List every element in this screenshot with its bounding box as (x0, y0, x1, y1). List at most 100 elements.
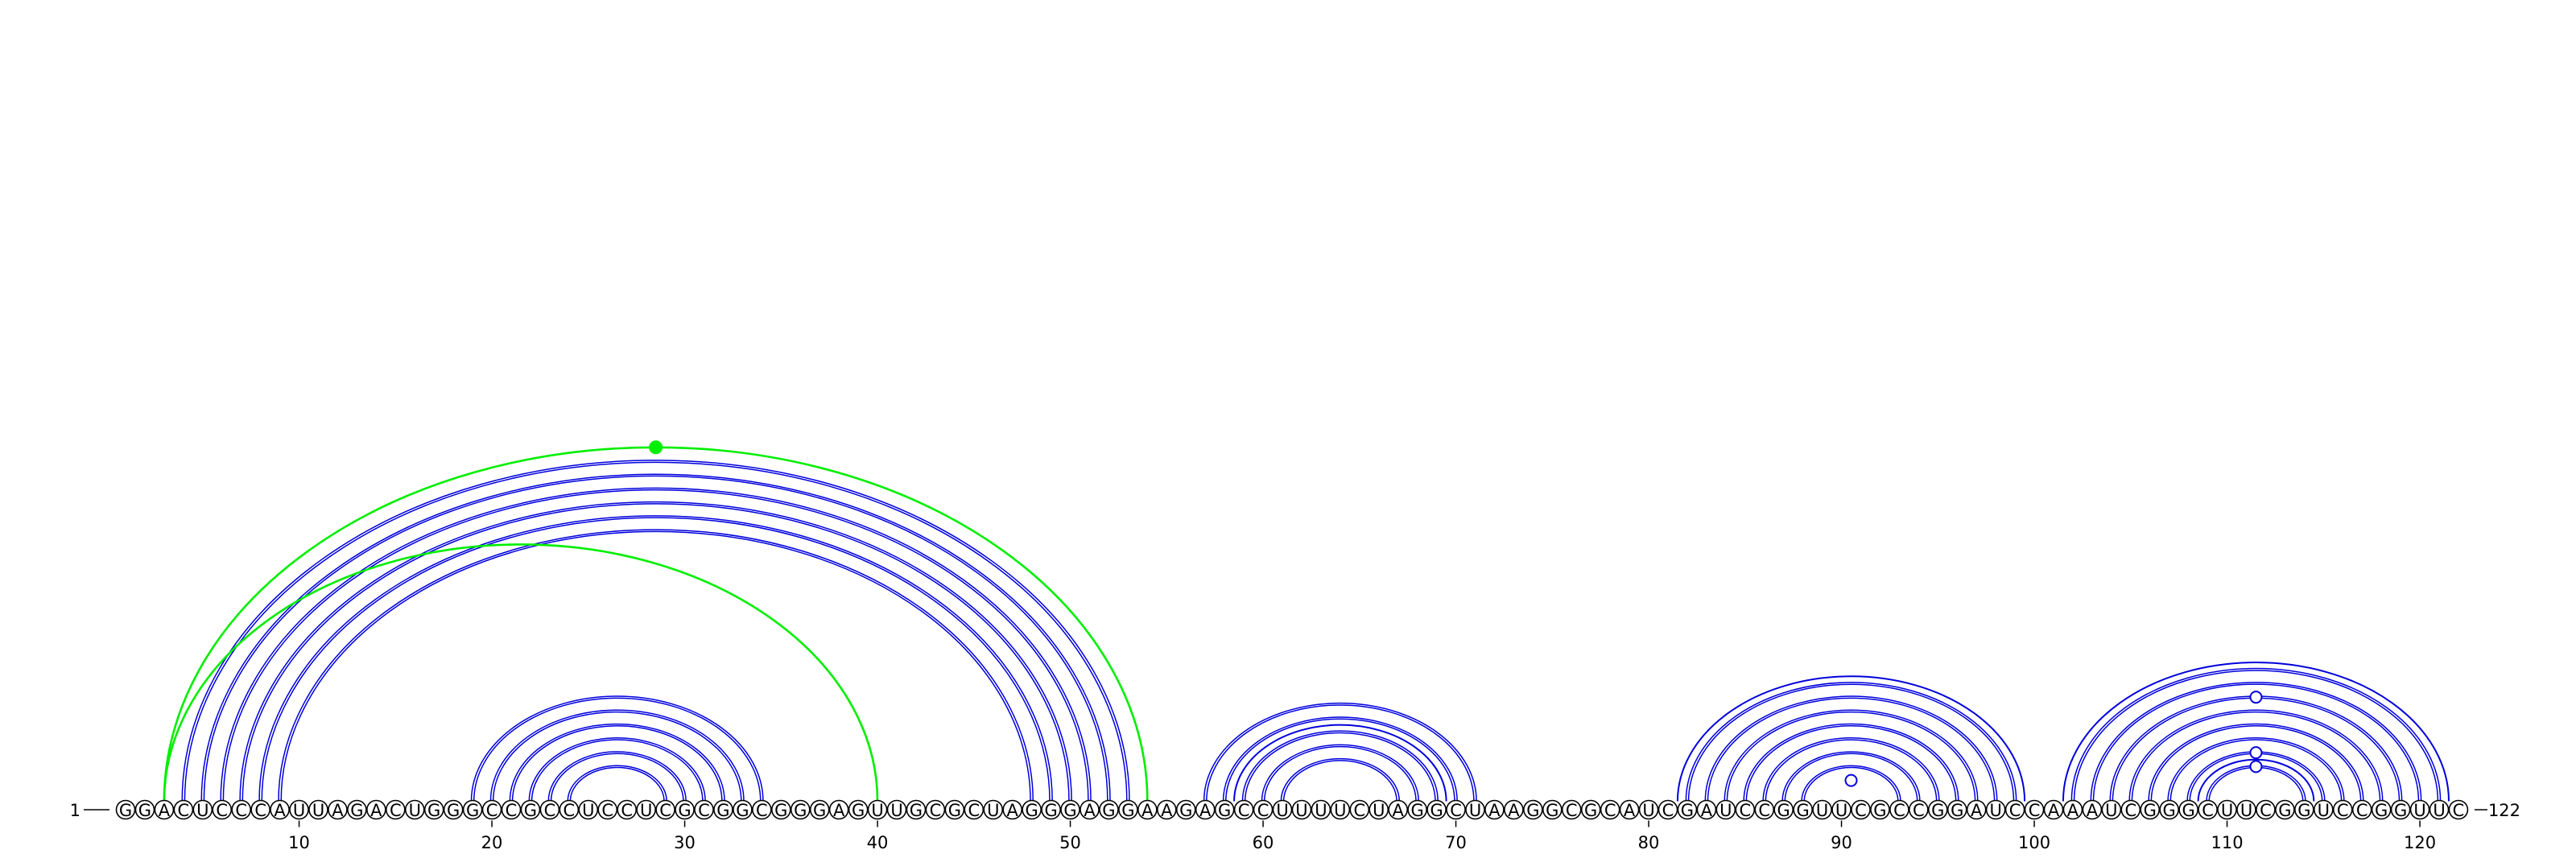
base-pair-arc (1745, 725, 1957, 802)
base-pair-arc (278, 529, 1034, 802)
nucleotide-circle (1657, 799, 1678, 820)
nucleotide-circle (1985, 799, 2006, 820)
nucleotide-letter: C (1758, 801, 1770, 820)
nucleotide-circle (1080, 799, 1100, 820)
nucleotide-circle (539, 799, 560, 820)
nucleotide-circle (1773, 799, 1794, 820)
nucleotide-letter: G (1411, 801, 1424, 820)
nucleotide-letter: C (1739, 801, 1751, 820)
nucleotide-letter: A (1007, 801, 1019, 820)
nucleotide-letter: C (1604, 801, 1616, 820)
nucleotide-circle (1638, 799, 1659, 820)
nucleotide-letter: A (1701, 801, 1713, 820)
base-pair-arc (2131, 711, 2381, 802)
nucleotide-circle (347, 799, 367, 820)
nucleotide-letter: U (1469, 801, 1481, 820)
nucleotide-letter: A (1488, 801, 1501, 820)
nucleotide-letter: U (312, 801, 324, 820)
nucleotide-circle (1002, 799, 1022, 820)
nucleotide-circle (1831, 799, 1852, 820)
nucleotide-letter: C (930, 801, 942, 820)
base-pair-arc (258, 515, 1053, 802)
nucleotide-letter: C (698, 801, 710, 820)
nucleotide-letter: U (1642, 801, 1654, 820)
nucleotide-circle (925, 799, 946, 820)
nucleotide-letter: G (948, 801, 961, 820)
nucleotide-circle (173, 799, 194, 820)
nucleotide-letter: U (582, 801, 594, 820)
nucleotide-circle (1909, 799, 1929, 820)
base-pair-arc (1765, 739, 1938, 802)
nucleotide-letter: C (2124, 801, 2136, 820)
base-pair-arc (1726, 711, 1976, 802)
nucleotide-circle (2178, 799, 2198, 820)
nucleotide-letter: G (1931, 801, 1944, 820)
nucleotide-circle (1253, 799, 1274, 820)
nucleotide-circle (270, 799, 290, 820)
base-pair-arc (2167, 737, 2345, 802)
base-pair-arc (509, 723, 725, 802)
nucleotide-letter: C (1450, 801, 1462, 820)
base-pair-arc (547, 751, 687, 802)
base-pair-arc (1282, 760, 1397, 802)
nucleotide-circle (2294, 799, 2314, 820)
arcs-layer (163, 446, 2450, 802)
nucleotide-circle (115, 799, 136, 820)
base-pair-arc (2073, 670, 2439, 802)
nucleotide-letter: U (640, 801, 652, 820)
tick-label: 100 (2018, 833, 2050, 852)
tick-label: 60 (1253, 833, 1274, 852)
base-pair-arc (1704, 695, 1998, 802)
markers-layer (649, 440, 2263, 787)
base-pair-arc (1803, 766, 1899, 802)
base-pair-arc (184, 461, 1128, 802)
nucleotide-letter: C (1855, 801, 1867, 820)
nucleotide-letter: C (486, 801, 498, 820)
nucleotide-letter: A (2067, 801, 2079, 820)
base-pair-arc (261, 517, 1051, 802)
nucleotide-letter: U (987, 801, 999, 820)
nucleotide-letter: G (1584, 801, 1597, 820)
base-pair-arc (181, 460, 1130, 802)
nucleotide-letter: G (1777, 801, 1790, 820)
base-pair-arc (2070, 667, 2442, 802)
nucleotide-circle (443, 799, 464, 820)
base-pair-arc (1784, 753, 1918, 802)
nucleotide-circle (1812, 799, 1832, 820)
nucleotide-letter: C (621, 801, 633, 820)
nucleotide-circle (423, 799, 444, 820)
ticks-layer: 10 20 30 40 50 60 70 80 90 100 110 120 (288, 820, 2436, 852)
nucleotide-circle (752, 799, 772, 820)
nucleotide-letter: U (2413, 801, 2425, 820)
nucleotide-circle (2120, 799, 2141, 820)
nucleotide-circle (790, 799, 811, 820)
base-pair-arc (2150, 725, 2362, 802)
nucleotide-circle (366, 799, 386, 820)
nucleotide-circle (1946, 799, 1967, 820)
nucleotide-circle (1715, 799, 1736, 820)
base-pair-arc (473, 697, 762, 802)
nucleotide-letter: A (2087, 801, 2099, 820)
nucleotide-circle (2101, 799, 2122, 820)
nucleotide-circle (617, 799, 638, 820)
nucleotide-letter: A (274, 801, 286, 820)
base-pair-arc (492, 711, 742, 802)
nucleotide-letter: U (1295, 801, 1307, 820)
nucleotide-circle (1870, 799, 1890, 820)
nucleotide-letter: A (1161, 801, 1173, 820)
nucleotide-circle (578, 799, 599, 820)
nucleotide-letter: G (2394, 801, 2407, 820)
base-pair-arc (1206, 704, 1475, 802)
nucleotide-letter: C (1893, 801, 1905, 820)
nucleotide-circle (212, 799, 233, 820)
nucleotide-circle (1349, 799, 1370, 820)
base-pair-arc (2197, 758, 2315, 802)
tick-label: 40 (867, 833, 889, 852)
nucleotide-circle (1118, 799, 1138, 820)
nucleotide-letter: C (506, 801, 518, 820)
nucleotide-letter: G (1121, 801, 1134, 820)
nucleotide-circle (886, 799, 907, 820)
nucleotide-letter: G (852, 801, 865, 820)
nucleotide-circle (2236, 799, 2256, 820)
nucleotide-letter: G (1546, 801, 1558, 820)
